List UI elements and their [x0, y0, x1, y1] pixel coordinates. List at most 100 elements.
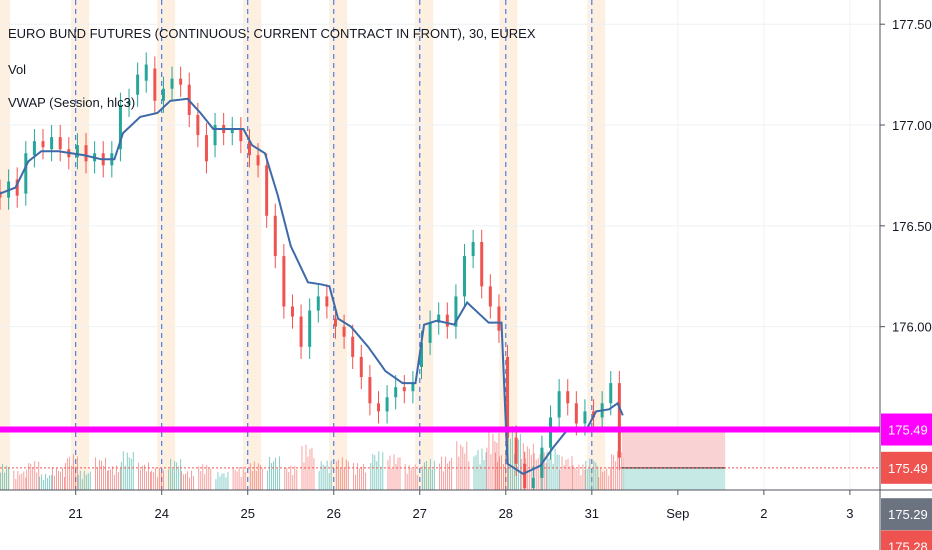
candle-body: [488, 286, 492, 307]
candle-body: [75, 145, 79, 158]
candle-body: [574, 403, 578, 424]
candle: [41, 129, 45, 160]
candle-body: [118, 104, 122, 150]
y-tick-label-1: 177.00: [892, 118, 932, 133]
candle-body: [402, 387, 406, 392]
candle: [290, 294, 294, 329]
candle: [15, 167, 19, 208]
candle: [394, 375, 398, 410]
candle-body: [50, 137, 54, 150]
x-tick-label-5: 28: [499, 506, 513, 521]
candle-body: [514, 437, 518, 464]
session-band-3: [243, 0, 262, 490]
candle: [127, 88, 131, 117]
candle-body: [179, 78, 183, 85]
candle: [282, 243, 286, 319]
candle-body: [196, 114, 200, 136]
candle: [230, 116, 234, 146]
candle-body: [144, 64, 148, 81]
price-label-1: 175.49: [881, 451, 932, 484]
candle: [24, 141, 28, 206]
candle-body: [497, 306, 501, 331]
candle: [136, 62, 140, 107]
x-tick-label-3: 26: [327, 506, 341, 521]
candle-body: [247, 141, 251, 156]
candle: [308, 298, 312, 359]
time-axis-bg: [0, 490, 932, 550]
price-label-bg: [881, 413, 932, 446]
candle-body: [480, 241, 484, 287]
candle: [118, 92, 122, 162]
session-band-5: [415, 0, 434, 490]
candle: [480, 229, 484, 299]
candle-body: [41, 141, 45, 148]
price-label-text: 175.49: [888, 461, 928, 476]
candle: [213, 112, 217, 158]
candle: [463, 243, 467, 309]
candle: [239, 116, 243, 154]
candle-body: [506, 356, 510, 438]
candle-body: [282, 256, 286, 307]
candle-body: [428, 322, 432, 343]
candle-body: [84, 145, 88, 162]
candle-body: [385, 397, 389, 412]
candle-body: [290, 306, 294, 317]
candle-body: [549, 417, 553, 448]
candle-body: [316, 296, 320, 311]
x-tick-label-8: 2: [760, 506, 767, 521]
candle-body: [325, 296, 329, 307]
candle-body: [204, 135, 208, 162]
price-label-0: 175.49: [881, 413, 932, 446]
x-tick-label-7: Sep: [666, 506, 689, 521]
candle-body: [308, 310, 312, 347]
candle-body: [463, 256, 467, 297]
x-tick-label-1: 24: [154, 506, 168, 521]
price-label-2: 175.29: [881, 498, 932, 531]
candle-body: [239, 129, 243, 142]
candle-body: [471, 241, 475, 257]
candle: [273, 203, 277, 269]
candle-body: [557, 391, 561, 418]
candle: [385, 385, 389, 424]
session-band-1: [71, 0, 90, 490]
candle: [368, 364, 372, 416]
candle-body: [420, 342, 424, 367]
candle: [247, 129, 251, 168]
candle-body: [0, 191, 2, 198]
candle: [170, 66, 174, 101]
price-label-bg: [881, 451, 932, 484]
candle: [351, 324, 355, 370]
candle-body: [230, 129, 234, 134]
candle-body: [333, 318, 337, 327]
candle: [316, 284, 320, 323]
candle-body: [531, 477, 535, 488]
x-tick-label-6: 31: [585, 506, 599, 521]
candle: [50, 125, 54, 162]
candle: [359, 344, 363, 390]
price-label-3: 175.28: [881, 530, 932, 550]
price-label-bg: [881, 498, 932, 531]
candle: [58, 125, 62, 162]
candle: [0, 179, 2, 210]
candle: [514, 425, 518, 476]
candle: [265, 153, 269, 228]
candle-body: [273, 215, 277, 257]
candle-body: [359, 356, 363, 378]
session-band-0: [0, 0, 10, 490]
candle-body: [445, 314, 449, 327]
candle-body: [376, 403, 380, 412]
candle: [454, 284, 458, 339]
candle: [428, 310, 432, 355]
price-label-bg: [881, 530, 932, 550]
candle-body: [566, 391, 570, 404]
legend-vwap: VWAP (Session, hlc3): [8, 95, 136, 110]
x-tick-label-0: 21: [68, 506, 82, 521]
candle: [488, 274, 492, 319]
candle-body: [368, 377, 372, 404]
candle-body: [351, 336, 355, 357]
candle-body: [299, 316, 303, 347]
candle-body: [617, 383, 621, 458]
candle-body: [454, 296, 458, 327]
candle: [617, 371, 621, 470]
